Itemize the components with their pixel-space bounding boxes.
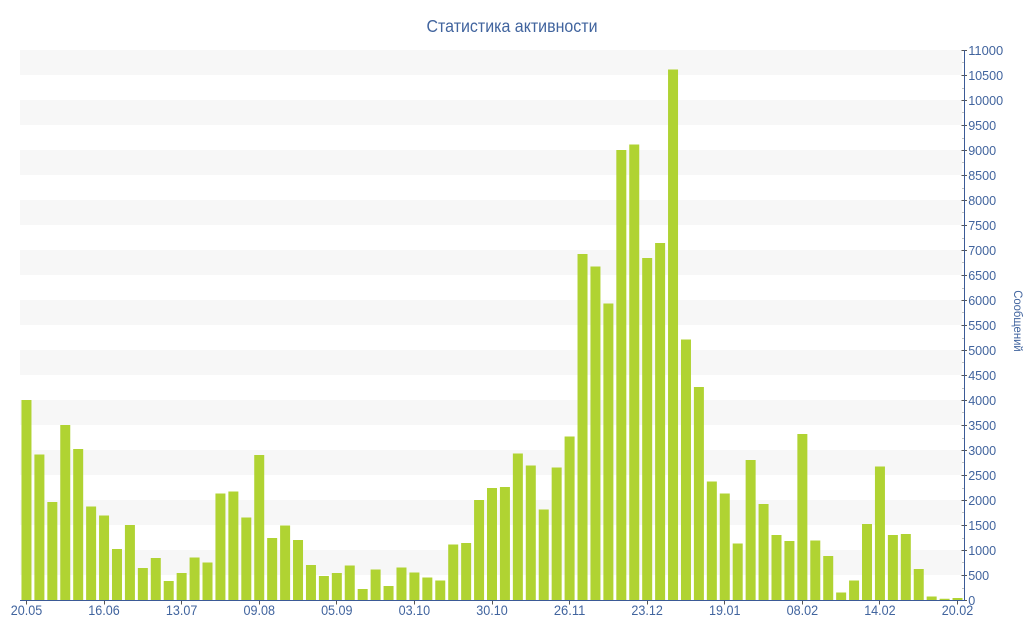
svg-text:1000: 1000 [968,543,996,558]
svg-text:20.02: 20.02 [942,603,974,618]
svg-text:3500: 3500 [968,418,996,433]
svg-text:9000: 9000 [968,143,996,158]
svg-text:03.10: 03.10 [399,603,431,618]
svg-text:5000: 5000 [968,343,996,358]
svg-text:Статистика активности: Статистика активности [427,16,598,36]
svg-text:26.11: 26.11 [554,603,586,618]
svg-text:23.12: 23.12 [631,603,663,618]
svg-text:5500: 5500 [968,318,996,333]
svg-text:1500: 1500 [968,518,996,533]
svg-text:6500: 6500 [968,268,996,283]
svg-text:9500: 9500 [968,118,996,133]
svg-text:14.02: 14.02 [864,603,896,618]
svg-text:500: 500 [968,568,989,583]
svg-text:2500: 2500 [968,468,996,483]
svg-text:16.06: 16.06 [88,603,120,618]
svg-text:8000: 8000 [968,193,996,208]
svg-text:10500: 10500 [968,68,1003,83]
svg-text:6000: 6000 [968,293,996,308]
svg-text:10000: 10000 [968,93,1003,108]
svg-text:19.01: 19.01 [709,603,741,618]
svg-text:20.05: 20.05 [11,603,43,618]
svg-text:11000: 11000 [968,43,1003,58]
svg-text:Сообщений: Сообщений [1011,290,1024,352]
svg-text:3000: 3000 [968,443,996,458]
svg-text:30.10: 30.10 [476,603,508,618]
svg-text:4000: 4000 [968,393,996,408]
svg-text:7000: 7000 [968,243,996,258]
svg-text:7500: 7500 [968,218,996,233]
svg-text:8500: 8500 [968,168,996,183]
svg-text:4500: 4500 [968,368,996,383]
svg-text:05.09: 05.09 [321,603,353,618]
svg-text:09.08: 09.08 [243,603,275,618]
svg-text:0: 0 [968,593,975,608]
svg-text:2000: 2000 [968,493,996,508]
svg-text:13.07: 13.07 [166,603,198,618]
svg-text:08.02: 08.02 [787,603,819,618]
